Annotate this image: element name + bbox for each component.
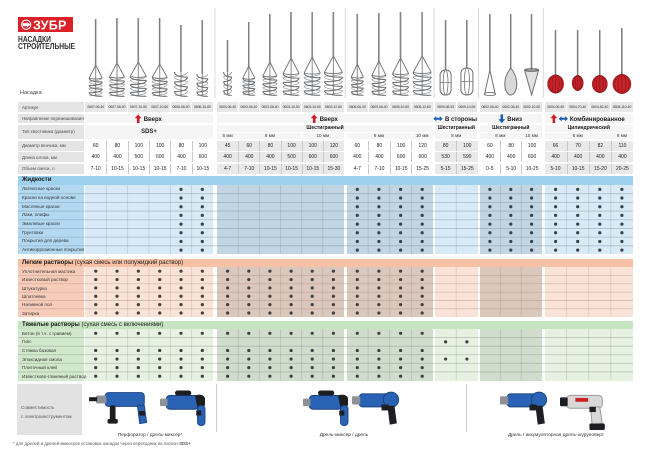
svg-text:Вверх: Вверх (320, 117, 339, 123)
svg-text:Комбинированное: Комбинированное (570, 116, 626, 123)
svg-text:ЗУБР: ЗУБР (33, 18, 67, 32)
svg-text:Вниз: Вниз (507, 117, 522, 123)
svg-text:Вверх: Вверх (144, 117, 163, 123)
svg-text:В стороны: В стороны (445, 117, 477, 123)
